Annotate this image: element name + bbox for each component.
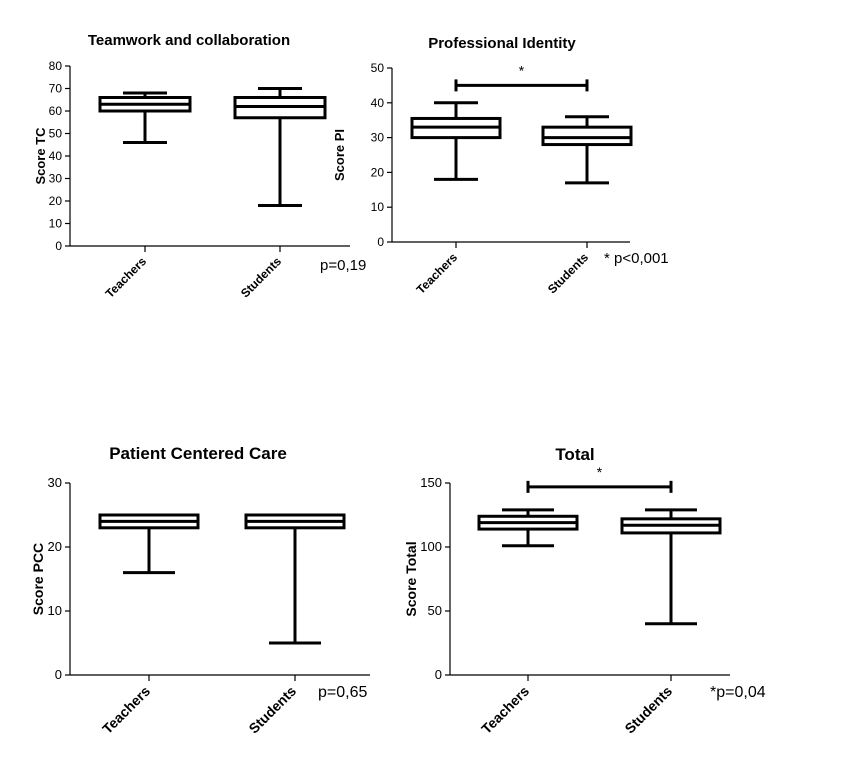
x-tick-label: Teachers <box>478 683 532 737</box>
y-tick-label: 50 <box>428 603 442 618</box>
chart-title: Total <box>555 445 594 464</box>
p-value-note: * p<0,001 <box>604 250 669 267</box>
y-tick-label: 30 <box>49 172 63 186</box>
x-tick-label: Students <box>545 250 591 296</box>
box-iqr <box>541 125 633 147</box>
y-tick-label: 40 <box>371 96 385 110</box>
x-tick-label: Students <box>621 683 675 737</box>
x-tick-label: Students <box>245 683 299 737</box>
y-tick-label: 0 <box>377 235 384 249</box>
y-tick-label: 70 <box>49 82 63 96</box>
y-tick-label: 150 <box>420 475 442 490</box>
y-tick-label: 50 <box>371 61 385 75</box>
x-tick-label: Teachers <box>103 254 150 301</box>
y-tick-label: 0 <box>435 667 442 682</box>
chart-title: Patient Centered Care <box>109 444 287 463</box>
significance-star: * <box>519 62 525 78</box>
p-value-note: *p=0,04 <box>710 684 766 701</box>
y-axis-label: Score Total <box>403 541 419 616</box>
x-tick-label: Teachers <box>99 683 153 737</box>
y-tick-label: 0 <box>55 667 62 682</box>
p-value-note: p=0,65 <box>318 684 367 701</box>
y-axis-label: Score TC <box>33 127 48 185</box>
x-tick-label: Students <box>238 254 284 300</box>
y-tick-label: 0 <box>55 239 62 253</box>
chart-title: Professional Identity <box>428 35 576 52</box>
y-tick-label: 20 <box>48 539 62 554</box>
y-axis-label: Score PI <box>332 129 347 181</box>
chart-title: Teamwork and collaboration <box>88 32 290 49</box>
x-tick-label: Teachers <box>414 250 461 297</box>
y-tick-label: 40 <box>49 149 63 163</box>
y-tick-label: 20 <box>371 165 385 179</box>
y-axis-label: Score PCC <box>30 543 46 615</box>
y-tick-label: 100 <box>420 539 442 554</box>
significance-star: * <box>597 464 603 480</box>
p-value-note: p=0,19 <box>320 257 366 274</box>
y-tick-label: 80 <box>49 59 63 73</box>
y-tick-label: 60 <box>49 104 63 118</box>
y-tick-label: 30 <box>371 131 385 145</box>
y-tick-label: 10 <box>48 603 62 618</box>
y-tick-label: 50 <box>49 127 63 141</box>
y-tick-label: 30 <box>48 475 62 490</box>
y-tick-label: 10 <box>49 217 63 231</box>
y-tick-label: 20 <box>49 194 63 208</box>
y-tick-label: 10 <box>371 200 385 214</box>
